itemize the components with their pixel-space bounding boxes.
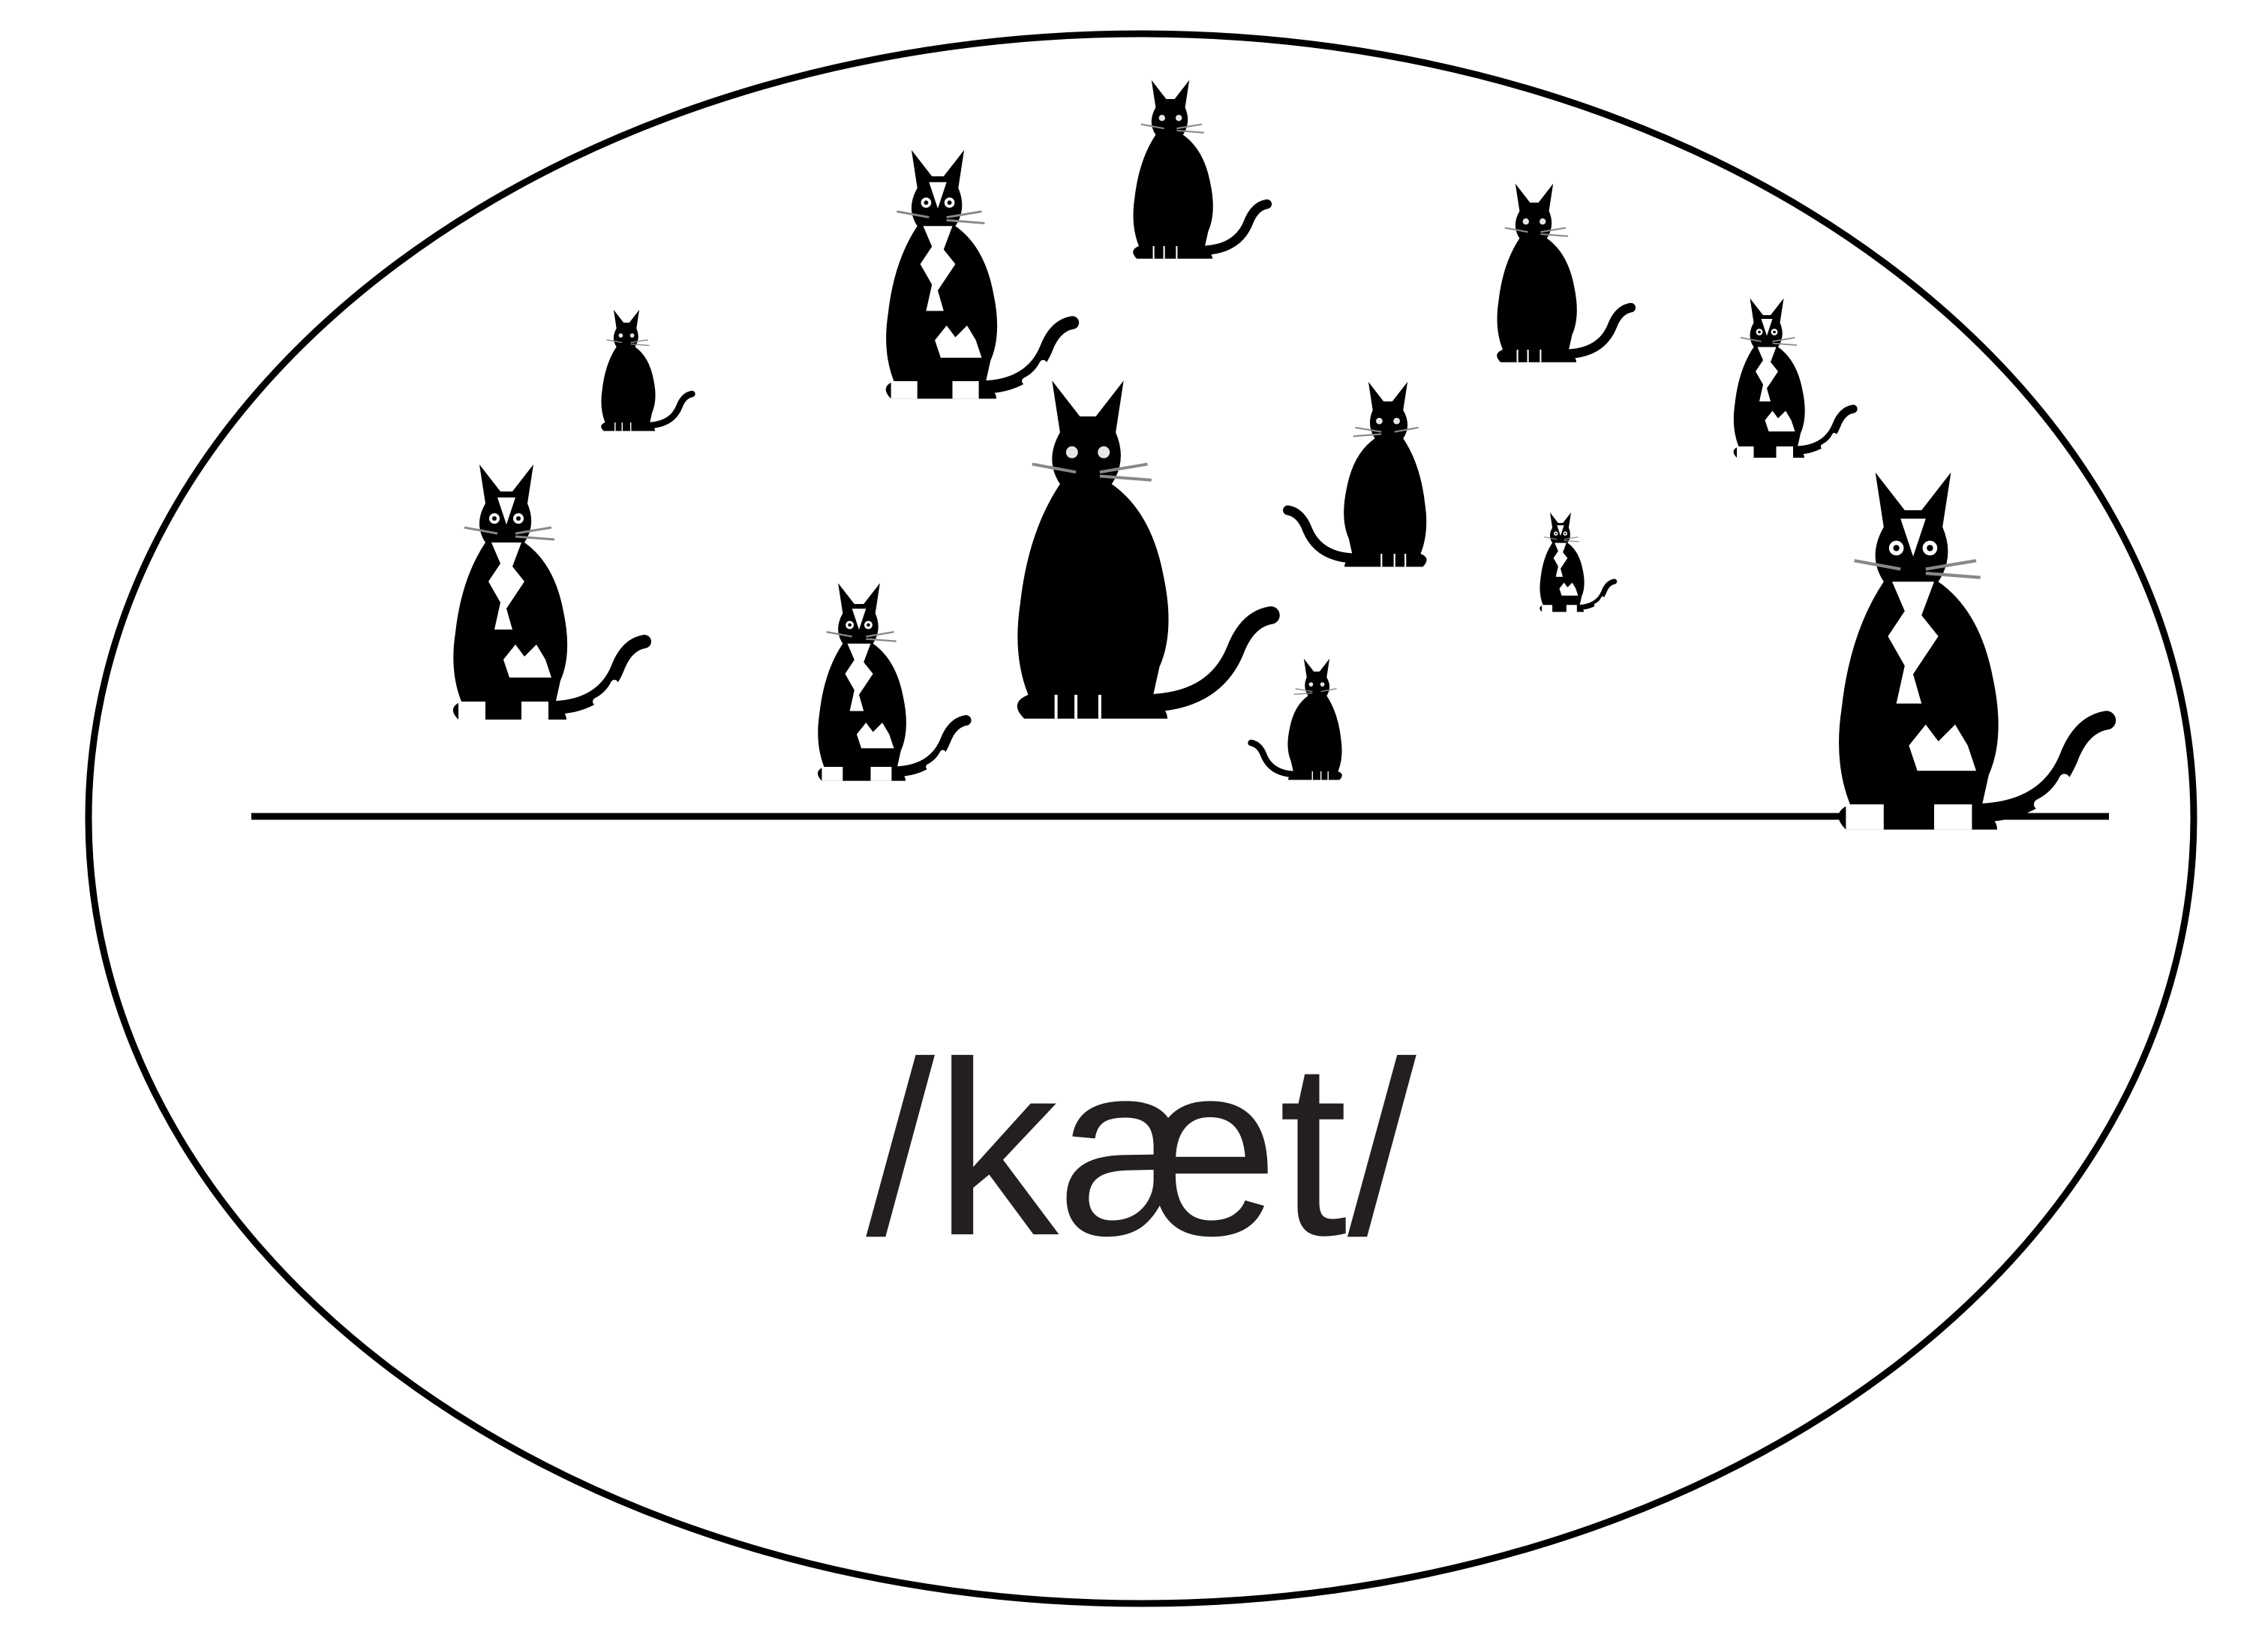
cat-icon (1540, 512, 1614, 612)
concept-oval (85, 30, 2197, 1607)
cat-icon (1017, 380, 1271, 719)
cat-icon (1288, 382, 1427, 567)
cat-icon (1133, 80, 1267, 259)
cat-icon (1734, 299, 1853, 458)
cat-icon (453, 464, 644, 720)
cat-icon (1251, 659, 1342, 780)
cat-images (453, 80, 2107, 830)
phonetic-label: /kæt/ (866, 1010, 1417, 1287)
cat-icon (1497, 184, 1631, 362)
cat-icon (818, 583, 966, 781)
cat-icon (1838, 473, 2106, 830)
cat-icon (601, 310, 692, 431)
cat-icon (886, 150, 1073, 399)
